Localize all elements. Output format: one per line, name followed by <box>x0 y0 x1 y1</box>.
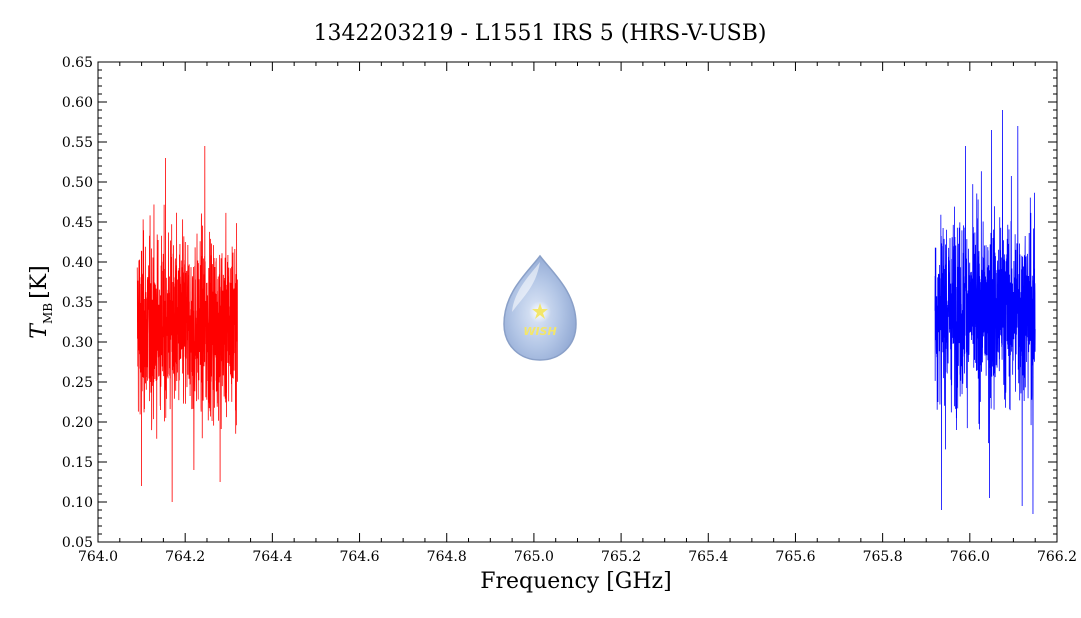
y-axis-label: TMB [K] <box>27 265 55 338</box>
y-tick-label: 0.10 <box>62 495 93 511</box>
y-tick-label: 0.40 <box>62 255 93 271</box>
y-tick-label: 0.35 <box>62 295 93 311</box>
tick-labels: 764.0 764.2 764.4 764.6 764.8 765.0 765.2 765.4… <box>62 55 1077 565</box>
y-axis-subscript: MB <box>41 303 55 324</box>
x-tick-label: 766.2 <box>1037 549 1077 565</box>
y-tick-label: 0.05 <box>62 535 93 551</box>
plot-axes <box>97 61 1058 543</box>
plot-series <box>136 109 1036 515</box>
x-tick-label: 765.8 <box>863 549 903 565</box>
x-tick-label: 764.4 <box>252 549 292 565</box>
y-tick-label: 0.15 <box>62 455 93 471</box>
y-tick-label: 0.45 <box>62 215 93 231</box>
y-tick-label: 0.50 <box>62 175 93 191</box>
x-tick-label: 766.0 <box>950 549 990 565</box>
x-tick-label: 764.2 <box>165 549 205 565</box>
star-icon <box>532 303 548 319</box>
x-tick-label: 765.4 <box>688 549 728 565</box>
x-tick-label: 765.0 <box>514 549 554 565</box>
x-tick-label: 764.8 <box>427 549 467 565</box>
spectrum-line-1 <box>934 109 1036 515</box>
x-tick-label: 765.6 <box>775 549 815 565</box>
y-axis-symbol: T <box>27 322 52 339</box>
y-tick-label: 0.65 <box>62 55 93 71</box>
wish-watermark: WISH <box>503 254 577 361</box>
x-axis-label: Frequency [GHz] <box>480 569 672 594</box>
x-tick-label: 764.6 <box>339 549 379 565</box>
chart-title: 1342203219 - L1551 IRS 5 (HRS-V-USB) <box>314 21 767 46</box>
y-tick-label: 0.60 <box>62 95 93 111</box>
x-tick-label: 765.2 <box>601 549 641 565</box>
spectrum-line-0 <box>136 145 238 503</box>
y-tick-label: 0.30 <box>62 335 93 351</box>
x-tick-label: 764.0 <box>78 549 118 565</box>
y-axis-unit: [K] <box>27 265 52 299</box>
plot-frame <box>97 61 1058 543</box>
watermark-text: WISH <box>523 325 556 338</box>
y-tick-label: 0.55 <box>62 135 93 151</box>
y-tick-label: 0.25 <box>62 375 93 391</box>
y-tick-label: 0.20 <box>62 415 93 431</box>
